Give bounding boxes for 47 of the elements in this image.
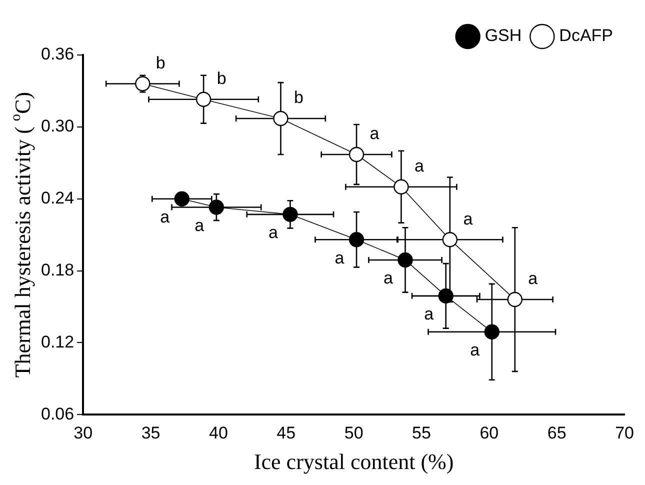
annotation: b: [216, 69, 226, 88]
x-tick-label: 65: [547, 423, 566, 442]
point: [135, 76, 150, 92]
point: [273, 110, 288, 126]
annotation: a: [424, 304, 434, 324]
point: [507, 292, 522, 308]
y-tick-label: 0.24: [40, 188, 74, 208]
x-tick-label: 55: [412, 423, 431, 442]
x-tick-label: 30: [74, 423, 93, 442]
point: [208, 200, 224, 215]
annotation: a: [528, 269, 538, 288]
point: [394, 179, 409, 194]
y-tick-label: 0.36: [40, 44, 74, 64]
point: [174, 191, 190, 206]
annotation: a: [370, 124, 380, 144]
annotation: a: [414, 156, 424, 176]
point: [484, 324, 500, 340]
point: [196, 92, 212, 107]
x-tick-label: 35: [141, 423, 160, 442]
y-tick-label: 0.30: [40, 116, 74, 136]
annotation: a: [160, 208, 170, 227]
x-tick-label: 60: [480, 423, 499, 442]
y-tick-label: 0.12: [40, 332, 74, 352]
annotation: a: [194, 216, 205, 235]
point: [442, 232, 458, 248]
x-axis-title: Ice crystal content (%): [254, 448, 454, 474]
annotation: a: [268, 223, 278, 242]
point: [398, 252, 413, 268]
annotation: a: [463, 209, 474, 228]
annotation: a: [470, 340, 480, 360]
annotation: b: [156, 53, 166, 72]
annotation: a: [334, 248, 345, 268]
y-axis-title: Thermal hysteresis activity ( oC): [8, 92, 35, 378]
point: [282, 206, 298, 222]
y-tick-label: 0.18: [40, 260, 74, 280]
annotation: a: [384, 268, 394, 288]
x-tick-label: 40: [208, 423, 228, 442]
legend-label: GSH: [484, 26, 522, 46]
x-tick-label: 70: [615, 423, 634, 442]
x-tick-label: 45: [276, 423, 296, 442]
y-tick-label: 0.06: [40, 404, 74, 424]
annotation: b: [294, 88, 304, 108]
point: [438, 288, 454, 304]
legend-label: DcAFP: [559, 26, 614, 46]
x-tick-label: 50: [344, 423, 364, 442]
point: [348, 146, 364, 162]
point: [348, 232, 364, 248]
